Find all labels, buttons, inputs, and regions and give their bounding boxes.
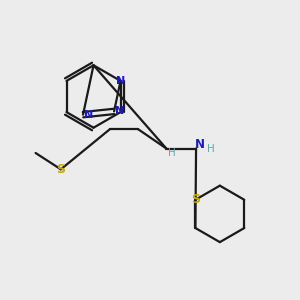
Text: N: N bbox=[195, 138, 205, 152]
Text: S: S bbox=[56, 163, 65, 176]
Text: N: N bbox=[116, 76, 125, 86]
Text: N: N bbox=[115, 106, 124, 116]
Text: H: H bbox=[168, 148, 176, 158]
Text: S: S bbox=[191, 193, 200, 206]
Text: H: H bbox=[207, 143, 215, 154]
Text: N: N bbox=[84, 110, 93, 120]
